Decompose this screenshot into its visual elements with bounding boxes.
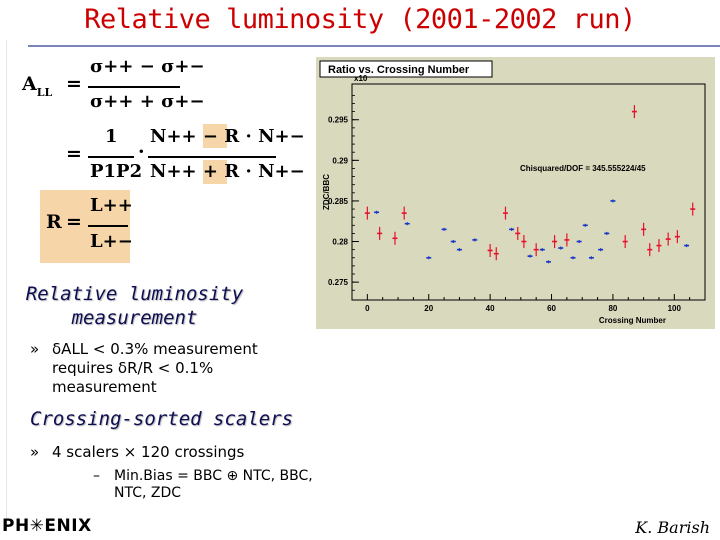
chart-title-box bbox=[319, 60, 493, 78]
formula-den-2: N++ + R · N+− bbox=[150, 161, 305, 182]
plot-frame bbox=[351, 83, 706, 301]
formula-dot: · bbox=[138, 141, 145, 163]
x-tick-label: 0 bbox=[365, 304, 370, 313]
ratio-chart: Ratio vs. Crossing Number x10 Chisquared… bbox=[316, 57, 715, 329]
x-tick-label: 40 bbox=[486, 304, 495, 313]
formula-den-1: σ++ + σ+− bbox=[90, 91, 205, 112]
formula-eq-3: = bbox=[66, 211, 82, 233]
formula-p1p2: P1P2 bbox=[90, 161, 143, 182]
axes-ticks: 0 20 40 60 80 100 0.275 0.28 0.285 0.29 0.295 bbox=[328, 94, 691, 313]
heading-relative-luminosity: Relative luminosity measurement bbox=[25, 283, 244, 329]
chart-title: Ratio vs. Crossing Number bbox=[328, 64, 470, 76]
formula-r-lhs: R bbox=[46, 211, 62, 233]
y-tick-label: 0.285 bbox=[328, 197, 349, 206]
slide-title: Relative luminosity (2001-2002 run) bbox=[84, 4, 636, 35]
x-tick-label: 20 bbox=[424, 304, 433, 313]
formula-eq-2: = bbox=[66, 143, 82, 165]
y-tick-label: 0.28 bbox=[332, 238, 348, 247]
bullet-marker-1: » bbox=[30, 340, 40, 358]
left-rule bbox=[6, 40, 7, 520]
formula-l-pm: L+− bbox=[90, 231, 133, 252]
x-tick-label: 60 bbox=[547, 304, 556, 313]
bullet-scalers: 4 scalers × 120 crossings bbox=[52, 443, 245, 461]
formula-eq-1: = bbox=[66, 73, 82, 95]
ratio-chart-svg: Ratio vs. Crossing Number x10 Chisquared… bbox=[316, 57, 715, 329]
formula-all-lhs: ALL bbox=[22, 73, 53, 99]
fraction-line-4 bbox=[88, 225, 128, 227]
formula-num-2: N++ − R · N+− bbox=[150, 126, 305, 147]
fraction-line-1 bbox=[88, 86, 180, 88]
bullet-marker-2: » bbox=[30, 443, 40, 461]
x-tick-label: 80 bbox=[608, 304, 617, 313]
formula-num-1: σ++ − σ+− bbox=[90, 56, 205, 77]
y-axis-label: ZDC/BBC bbox=[322, 174, 331, 210]
x-axis-label: Crossing Number bbox=[599, 316, 666, 325]
y-tick-label: 0.295 bbox=[328, 116, 349, 125]
title-underline bbox=[28, 45, 720, 47]
y-tick-label: 0.275 bbox=[328, 278, 349, 287]
sub-bullet-marker: – bbox=[93, 468, 100, 484]
heading-crossing-sorted: Crossing-sorted scalers bbox=[30, 408, 294, 430]
r-highlight-bottom bbox=[203, 160, 227, 184]
y-tick-label: 0.29 bbox=[332, 156, 348, 165]
formula-l-pp: L++ bbox=[90, 195, 133, 216]
author-name: K. Barish bbox=[635, 518, 710, 537]
fraction-line-2 bbox=[88, 156, 134, 158]
r-highlight-top bbox=[203, 124, 227, 148]
x-tick-label: 100 bbox=[668, 304, 682, 313]
data-points bbox=[364, 105, 696, 264]
bullet-dall: δALL < 0.3% measurement requires δR/R < … bbox=[52, 340, 258, 396]
sub-bullet-minbias: Min.Bias = BBC ⊕ NTC, BBC, NTC, ZDC bbox=[114, 468, 313, 501]
fraction-line-3 bbox=[148, 156, 276, 158]
phenix-logo: PH✳ENIX bbox=[2, 516, 92, 536]
chi2-annotation: Chisquared/DOF = 345.555224/45 bbox=[520, 164, 646, 173]
formula-one: 1 bbox=[105, 126, 118, 147]
chart-exponent-label: x10 bbox=[354, 74, 368, 83]
